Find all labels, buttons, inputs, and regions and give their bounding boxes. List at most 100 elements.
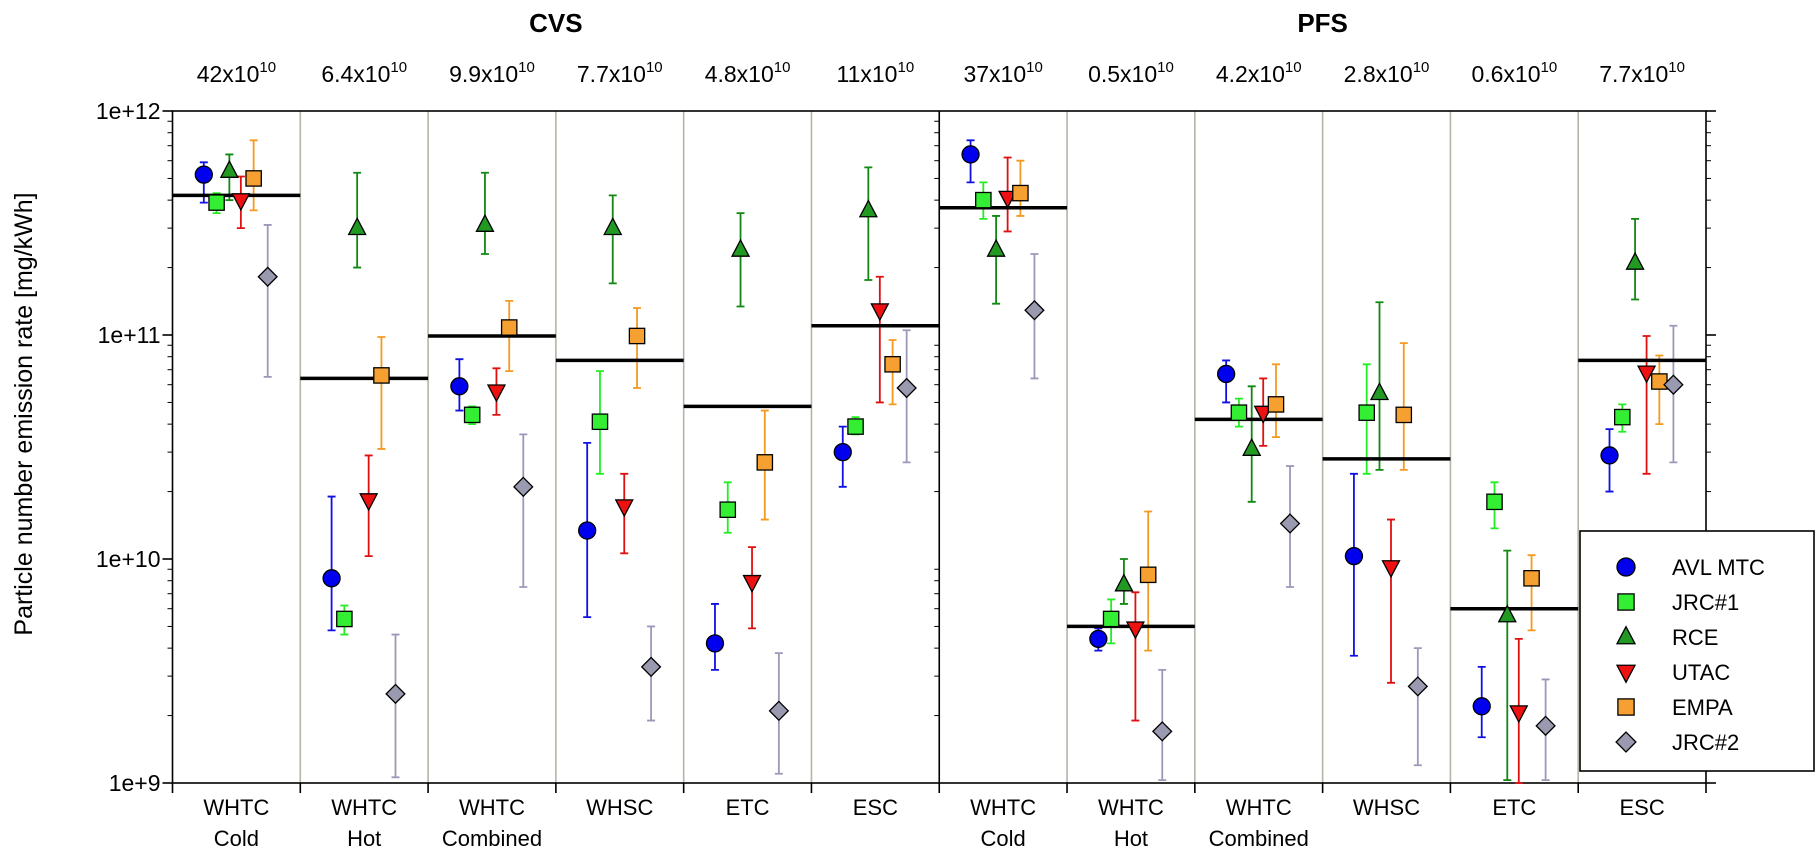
data-point: [231, 193, 251, 212]
x-tick-label: Hot: [1114, 826, 1148, 851]
group-title: CVS: [529, 8, 582, 38]
legend-marker: [1615, 625, 1637, 645]
mean-label: 4.8x1010: [705, 59, 791, 87]
data-point: [961, 145, 980, 164]
data-point: [1267, 396, 1285, 413]
mean-label: 7.7x1010: [577, 59, 663, 87]
data-point: [245, 170, 262, 187]
mean-label-base: 0.6x10: [1471, 61, 1540, 87]
data-point: [1625, 251, 1645, 270]
error-bar: [875, 275, 884, 404]
data-point: [500, 319, 518, 336]
data-point: [1358, 404, 1376, 421]
x-tick-label: WHTC: [459, 795, 525, 820]
data-point: [640, 656, 662, 678]
legend-marker: [1615, 731, 1637, 753]
data-point: [1395, 406, 1413, 424]
mean-label-exponent: 10: [259, 59, 276, 76]
x-tick-label: ESC: [853, 795, 898, 820]
data-point: [1535, 715, 1556, 737]
data-point: [730, 238, 751, 257]
data-point: [1523, 570, 1540, 587]
data-point: [1344, 546, 1364, 566]
data-point: [858, 199, 878, 218]
data-point: [475, 213, 495, 232]
data-point: [705, 634, 725, 653]
data-point: [742, 574, 762, 594]
legend-marker: [1617, 698, 1635, 716]
error-bar: [633, 307, 642, 389]
mean-label-base: 4.2x10: [1216, 61, 1285, 87]
mean-label: 4.2x1010: [1216, 59, 1302, 87]
legend-label: AVL MTC: [1672, 555, 1765, 580]
data-point: [870, 303, 890, 322]
legend-marker: [1617, 593, 1635, 611]
mean-label-base: 0.5x10: [1088, 61, 1157, 87]
data-point: [347, 216, 367, 236]
error-bar: [864, 166, 873, 281]
x-tick-label: Hot: [347, 826, 381, 851]
data-point: [1369, 381, 1390, 401]
group-title: PFS: [1297, 8, 1348, 38]
data-point: [336, 610, 353, 628]
data-point: [373, 367, 390, 384]
data-point: [1279, 513, 1301, 534]
error-bar: [480, 171, 489, 255]
data-point: [1216, 364, 1236, 384]
x-tick-label: WHSC: [586, 795, 653, 820]
data-point: [1230, 404, 1248, 421]
data-point: [1102, 610, 1120, 628]
mean-label-exponent: 10: [1668, 59, 1685, 76]
mean-label-exponent: 10: [1157, 59, 1174, 76]
mean-label-exponent: 10: [1285, 59, 1302, 76]
data-point: [847, 418, 864, 435]
mean-label-base: 2.8x10: [1344, 61, 1413, 87]
error-bar: [391, 633, 400, 779]
mean-label: 7.7x1010: [1599, 59, 1685, 87]
data-point: [1242, 437, 1262, 456]
data-point: [1381, 560, 1401, 579]
error-bar: [263, 224, 272, 378]
error-bar: [327, 495, 336, 632]
mean-label-base: 42x10: [197, 61, 260, 87]
data-point: [628, 327, 646, 345]
data-point: [1125, 621, 1145, 640]
mean-label-exponent: 10: [1541, 59, 1558, 76]
mean-label-base: 11x10: [837, 61, 898, 87]
mean-label: 6.4x1010: [321, 59, 407, 87]
data-point: [614, 499, 634, 518]
mean-label: 11x1010: [837, 59, 915, 87]
mean-label-exponent: 10: [1413, 59, 1430, 76]
data-point: [986, 238, 1006, 257]
data-point: [359, 493, 379, 512]
data-point: [1486, 493, 1503, 511]
y-axis-title: Particle number emission rate [mg/kWh]: [10, 192, 38, 635]
x-tick-label: WHSC: [1353, 795, 1420, 820]
data-point: [208, 194, 225, 211]
data-point: [998, 190, 1018, 209]
error-bar: [519, 433, 528, 588]
error-bar: [1386, 518, 1395, 684]
data-point: [1012, 184, 1029, 202]
error-bar: [377, 336, 386, 450]
x-tick-label: ETC: [726, 795, 770, 820]
mean-label-base: 7.7x10: [1599, 61, 1668, 87]
data-point: [756, 454, 774, 471]
data-point: [603, 216, 623, 236]
legend-marker: [1616, 557, 1636, 577]
error-bar: [1527, 554, 1536, 632]
y-tick-label: 1e+11: [98, 322, 161, 348]
x-tick-label: WHTC: [331, 795, 397, 820]
data-point: [1407, 676, 1429, 697]
mean-label-base: 4.8x10: [705, 61, 774, 87]
x-tick-label: ETC: [1492, 795, 1536, 820]
x-tick-label: Cold: [981, 826, 1026, 851]
y-tick-label: 1e+10: [96, 546, 161, 572]
mean-label-base: 7.7x10: [577, 61, 646, 87]
data-point: [1139, 566, 1157, 584]
y-tick-label: 1e+9: [109, 770, 161, 796]
data-point: [1663, 374, 1684, 395]
mean-label-base: 9.9x10: [449, 61, 518, 87]
error-bar: [1413, 647, 1422, 767]
x-tick-label: WHTC: [203, 795, 269, 820]
